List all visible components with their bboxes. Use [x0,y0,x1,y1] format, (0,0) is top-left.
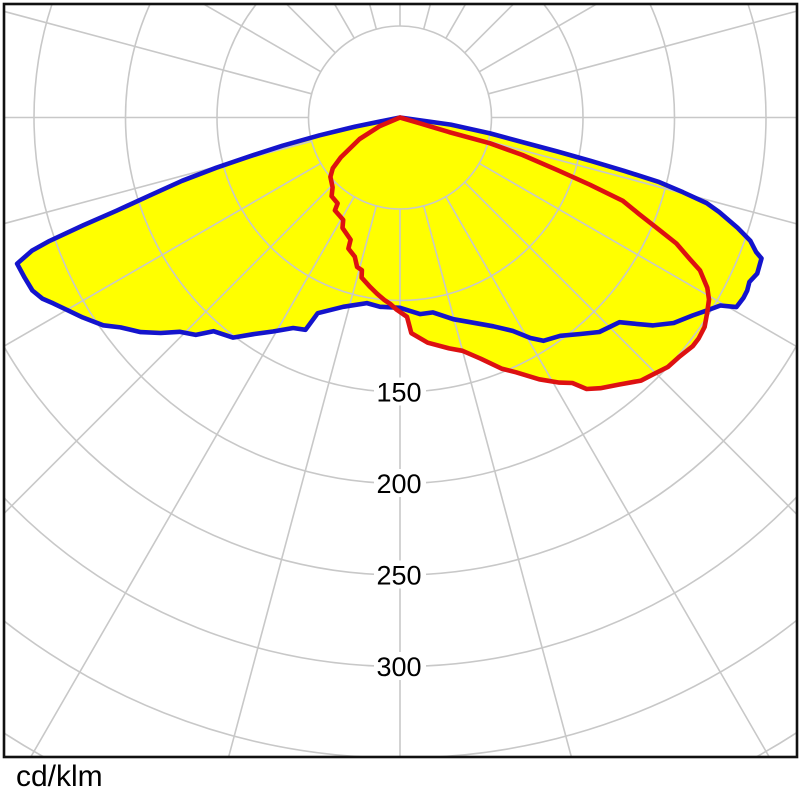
grid-radial-300 [4,162,322,348]
blue-curve [14,115,764,344]
grid-radial-105 [488,10,797,95]
ring-label-bg-250 [374,560,426,589]
grid-radial-45 [464,181,797,516]
chart-border [2,2,799,759]
ring-label-150: 150 [376,378,421,408]
ring-label-300: 300 [376,652,421,682]
grid-radial-345 [227,205,378,757]
ring-label-bg-150 [374,377,426,406]
grid-radial-75 [488,140,797,225]
units-label: cd/klm [16,760,103,793]
red-curve-fill [330,117,709,389]
grid-radial-240 [201,4,322,73]
ring-label-bg-200 [374,469,426,497]
grid-radial-315 [4,181,336,515]
red-curve [328,115,712,392]
grid-radial-255 [4,10,312,95]
ring-label-250: 250 [376,561,421,591]
grid-radial-120 [478,4,599,73]
grid-radial-285 [4,140,312,225]
grid-radial-60 [478,162,797,348]
ring-label-bg-300 [374,652,426,680]
grid-radial-15 [422,205,573,757]
grid-radial-30 [445,196,771,757]
ring-label-200: 200 [376,469,421,499]
grid-radial-330 [29,196,355,757]
